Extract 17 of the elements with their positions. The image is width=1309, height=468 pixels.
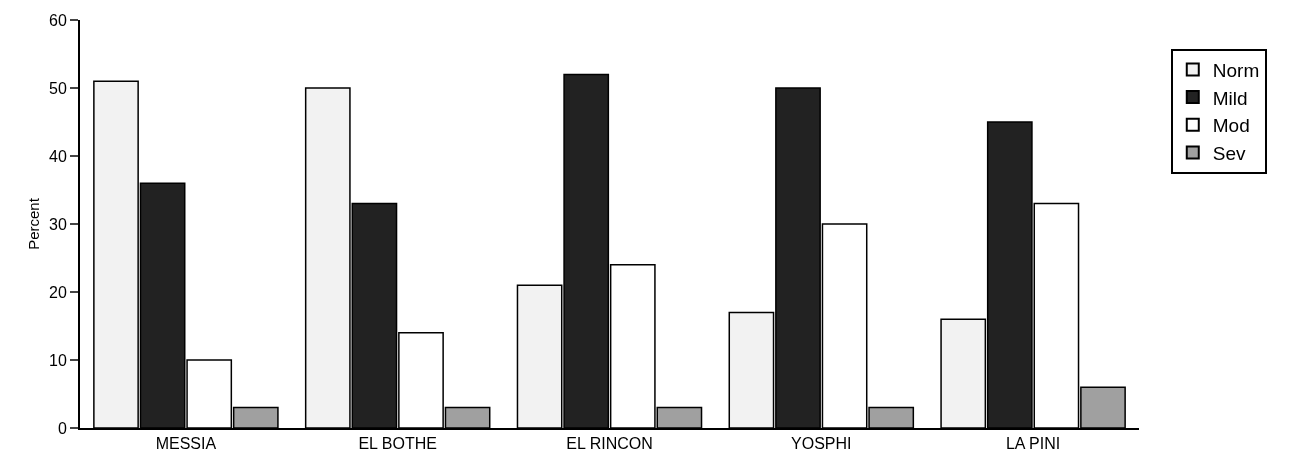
x-tick-label: YOSPHI [791,435,852,453]
y-tick-label: 20 [49,283,67,301]
y-tick-label: 10 [49,351,67,369]
legend-label: Mod [1212,115,1250,137]
x-tick-label: EL BOTHE [358,435,437,453]
y-axis-title: Percent [25,197,42,250]
x-tick-label: LA PINI [1005,435,1061,453]
y-tick-label: 60 [49,11,67,29]
x-tick-label: EL RINCON [566,435,653,453]
legend-label: Norm [1212,59,1260,81]
legend-label: Sev [1212,142,1247,164]
y-tick-label: 50 [49,79,67,97]
x-tick-label: MESSIA [155,435,217,453]
legend-label: Mild [1212,87,1248,109]
y-tick-label: 0 [57,419,67,437]
y-tick-label: 30 [49,215,67,233]
y-tick-label: 40 [49,147,67,165]
